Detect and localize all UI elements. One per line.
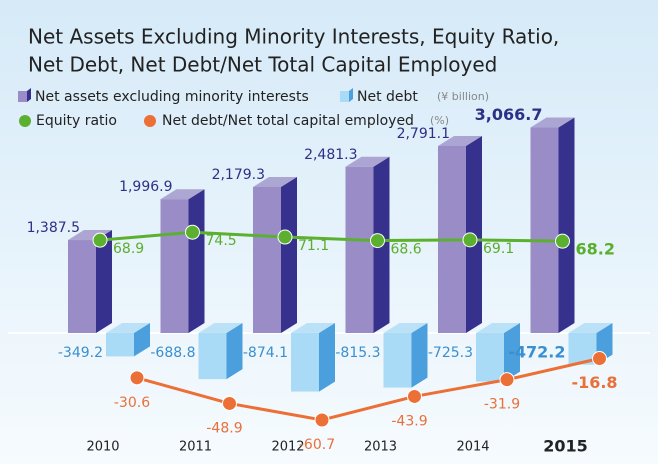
- data-label: 71.1: [298, 238, 329, 254]
- legend-label: Net assets excluding minority interests: [35, 89, 309, 105]
- x-tick-label: 2011: [179, 440, 212, 455]
- bar-side: [188, 189, 205, 333]
- bar-side: [226, 323, 243, 380]
- data-label: -349.2: [58, 345, 103, 361]
- point: [592, 351, 607, 367]
- x-tick-label: 2015: [543, 437, 588, 456]
- legend-label: Equity ratio: [36, 113, 117, 129]
- data-label: -31.9: [484, 397, 520, 413]
- data-label: -60.7: [299, 437, 335, 453]
- x-tick-label: 2010: [86, 440, 119, 455]
- point: [222, 395, 237, 411]
- data-label: 1,387.5: [27, 220, 80, 236]
- legend-unit: (%): [430, 114, 449, 127]
- bar-side: [96, 230, 112, 333]
- data-label: -874.1: [243, 345, 288, 361]
- data-label: -43.9: [391, 413, 427, 429]
- legend-swatch: [144, 115, 156, 127]
- legend-label: Net debt/Net total capital employed: [162, 113, 414, 129]
- bar-top: [198, 323, 243, 333]
- point: [129, 370, 145, 386]
- data-label: -472.2: [508, 343, 565, 362]
- data-label: 69.1: [483, 241, 514, 257]
- bar: [476, 333, 504, 382]
- bar: [68, 240, 96, 333]
- bar-top: [568, 323, 613, 333]
- bar: [291, 333, 319, 392]
- legend-swatch: [19, 115, 31, 127]
- point: [92, 232, 108, 248]
- point: [499, 372, 515, 388]
- point: [370, 233, 385, 249]
- point: [314, 412, 330, 428]
- data-label: 74.5: [206, 233, 237, 249]
- data-label: 2,179.3: [212, 167, 265, 183]
- chart-title: Net Debt, Net Debt/Net Total Capital Emp…: [28, 53, 497, 77]
- x-tick-label: 2013: [364, 440, 397, 455]
- point: [185, 224, 200, 240]
- data-label: 2,791.1: [397, 126, 450, 142]
- legend-swatch: [340, 91, 349, 102]
- data-label: -725.3: [428, 345, 473, 361]
- bar-side: [281, 176, 297, 333]
- bar-top: [476, 323, 520, 333]
- bar-side: [504, 323, 520, 382]
- bar: [345, 166, 374, 333]
- data-label: 68.9: [113, 241, 144, 257]
- legend-unit: (¥ billion): [437, 90, 489, 103]
- bar: [383, 333, 412, 388]
- bar: [198, 333, 227, 380]
- data-label: -48.9: [206, 420, 242, 436]
- bar-top: [160, 189, 205, 200]
- bar-top: [383, 323, 428, 333]
- data-label: 68.2: [576, 240, 615, 259]
- data-label: 3,066.7: [475, 105, 543, 124]
- legend-swatch: [18, 91, 27, 102]
- legend-label: Net debt: [357, 89, 418, 105]
- data-label: -815.3: [335, 345, 380, 361]
- point: [277, 229, 293, 245]
- x-tick-label: 2014: [456, 440, 489, 455]
- bar-top: [68, 230, 112, 241]
- point: [407, 388, 422, 404]
- bar-top: [530, 117, 575, 128]
- bar: [160, 199, 189, 333]
- bar-side: [411, 323, 428, 388]
- bar: [106, 333, 134, 357]
- bar-top: [345, 156, 390, 167]
- bar-side: [134, 323, 150, 357]
- bar-top: [438, 135, 482, 146]
- data-label: 2,481.3: [304, 147, 357, 163]
- chart-title: Net Assets Excluding Minority Interests,…: [28, 25, 559, 49]
- bar-side: [319, 323, 335, 392]
- point: [462, 232, 478, 248]
- data-label: -688.8: [150, 345, 195, 361]
- data-label: 68.6: [391, 242, 422, 258]
- bar-top: [106, 323, 150, 333]
- data-label: 1,996.9: [119, 179, 172, 195]
- bar-top: [253, 176, 297, 187]
- bar-top: [291, 323, 335, 333]
- bar: [253, 186, 281, 333]
- line: [136, 357, 600, 422]
- bar: [530, 127, 559, 333]
- data-label: -30.6: [114, 395, 150, 411]
- point: [555, 233, 570, 249]
- x-tick-label: 2012: [271, 440, 304, 455]
- data-label: -16.8: [571, 373, 617, 392]
- legend-swatch-side: [349, 88, 353, 102]
- line: [99, 230, 563, 243]
- legend-swatch-side: [27, 88, 31, 102]
- bar-side: [558, 117, 575, 333]
